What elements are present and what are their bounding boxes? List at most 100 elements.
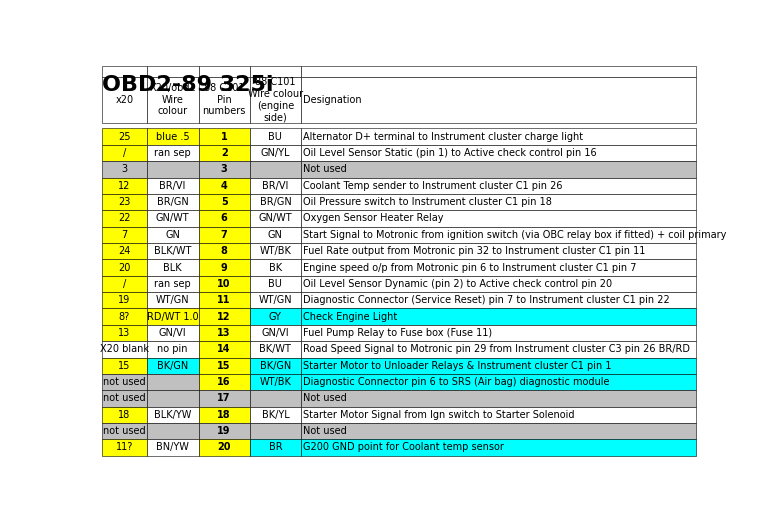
- Bar: [102, 439, 147, 456]
- Bar: [301, 292, 696, 308]
- Bar: [102, 66, 147, 77]
- Bar: [102, 325, 147, 341]
- Text: 5: 5: [221, 197, 227, 207]
- Bar: [301, 194, 696, 210]
- Bar: [147, 129, 198, 145]
- Bar: [198, 161, 250, 178]
- Bar: [198, 178, 250, 194]
- Bar: [250, 308, 301, 325]
- Bar: [250, 374, 301, 390]
- Bar: [198, 260, 250, 275]
- Bar: [198, 275, 250, 292]
- Text: 18: 18: [118, 410, 131, 420]
- Bar: [198, 341, 250, 357]
- Text: BU: BU: [268, 279, 282, 289]
- Bar: [147, 407, 198, 423]
- Text: 11: 11: [217, 295, 231, 305]
- Text: WT/BK: WT/BK: [260, 377, 291, 387]
- Bar: [102, 390, 147, 407]
- Bar: [147, 374, 198, 390]
- Bar: [301, 341, 696, 357]
- Text: BK/GN: BK/GN: [157, 360, 188, 371]
- Text: OBD2-89 325i: OBD2-89 325i: [102, 75, 274, 95]
- Bar: [102, 210, 147, 227]
- Bar: [250, 66, 301, 77]
- Text: not used: not used: [103, 393, 145, 403]
- Text: BLK/WT: BLK/WT: [154, 246, 191, 256]
- Text: Starter Motor to Unloader Relays & Instrument cluster C1 pin 1: Starter Motor to Unloader Relays & Instr…: [303, 360, 612, 371]
- Text: RD/WT 1.0: RD/WT 1.0: [147, 312, 198, 322]
- Text: Oil Level Sensor Dynamic (pin 2) to Active check control pin 20: Oil Level Sensor Dynamic (pin 2) to Acti…: [303, 279, 612, 289]
- Text: Check Engine Light: Check Engine Light: [303, 312, 398, 322]
- Bar: [301, 227, 696, 243]
- Text: 14: 14: [217, 345, 231, 354]
- Bar: [198, 439, 250, 456]
- Bar: [102, 292, 147, 308]
- Bar: [301, 390, 696, 407]
- Bar: [198, 66, 250, 77]
- Bar: [198, 210, 250, 227]
- Bar: [301, 423, 696, 439]
- Bar: [102, 357, 147, 374]
- Bar: [250, 260, 301, 275]
- Text: 3: 3: [221, 164, 227, 175]
- Bar: [301, 145, 696, 161]
- Text: WT/GN: WT/GN: [258, 295, 293, 305]
- Text: 1: 1: [221, 132, 227, 142]
- Text: 10: 10: [217, 279, 231, 289]
- Text: BR/VI: BR/VI: [159, 181, 186, 191]
- Text: 15: 15: [118, 360, 131, 371]
- Text: 17: 17: [217, 393, 231, 403]
- Bar: [301, 243, 696, 260]
- Bar: [198, 194, 250, 210]
- Text: Diagnostic Connector pin 6 to SRS (Air bag) diagnostic module: Diagnostic Connector pin 6 to SRS (Air b…: [303, 377, 610, 387]
- Bar: [102, 308, 147, 325]
- Text: GN/WT: GN/WT: [258, 214, 293, 223]
- Text: Oil Pressure switch to Instrument cluster C1 pin 18: Oil Pressure switch to Instrument cluste…: [303, 197, 552, 207]
- Bar: [250, 439, 301, 456]
- Bar: [147, 325, 198, 341]
- Bar: [198, 423, 250, 439]
- Bar: [301, 129, 696, 145]
- Text: 2: 2: [221, 148, 227, 158]
- Bar: [250, 243, 301, 260]
- Bar: [301, 260, 696, 275]
- Bar: [198, 357, 250, 374]
- Bar: [250, 325, 301, 341]
- Bar: [301, 275, 696, 292]
- Bar: [301, 77, 696, 122]
- Text: 6: 6: [221, 214, 227, 223]
- Bar: [250, 145, 301, 161]
- Bar: [198, 308, 250, 325]
- Bar: [250, 77, 301, 122]
- Text: Not used: Not used: [303, 426, 347, 436]
- Bar: [147, 292, 198, 308]
- Bar: [250, 227, 301, 243]
- Text: GN/VI: GN/VI: [261, 328, 289, 338]
- Bar: [102, 243, 147, 260]
- Text: /: /: [123, 279, 126, 289]
- Text: BR/GN: BR/GN: [156, 197, 188, 207]
- Text: Fuel Rate output from Motronic pin 32 to Instrument cluster C1 pin 11: Fuel Rate output from Motronic pin 32 to…: [303, 246, 646, 256]
- Bar: [301, 439, 696, 456]
- Text: 23: 23: [118, 197, 131, 207]
- Text: 88 C101
Wire colour
(engine
side): 88 C101 Wire colour (engine side): [248, 77, 303, 122]
- Bar: [250, 178, 301, 194]
- Bar: [250, 275, 301, 292]
- Bar: [147, 260, 198, 275]
- Bar: [301, 308, 696, 325]
- Text: not used: not used: [103, 426, 145, 436]
- Bar: [301, 161, 696, 178]
- Bar: [250, 129, 301, 145]
- Text: 7: 7: [121, 230, 128, 240]
- Bar: [147, 178, 198, 194]
- Bar: [147, 423, 198, 439]
- Text: 18: 18: [217, 410, 231, 420]
- Text: 13: 13: [217, 328, 231, 338]
- Text: GN/VI: GN/VI: [159, 328, 187, 338]
- Text: Alternator D+ terminal to Instrument cluster charge light: Alternator D+ terminal to Instrument clu…: [303, 132, 584, 142]
- Bar: [250, 292, 301, 308]
- Bar: [147, 227, 198, 243]
- Text: WT/GN: WT/GN: [156, 295, 189, 305]
- Text: Diagnostic Connector (Service Reset) pin 7 to Instrument cluster C1 pin 22: Diagnostic Connector (Service Reset) pin…: [303, 295, 670, 305]
